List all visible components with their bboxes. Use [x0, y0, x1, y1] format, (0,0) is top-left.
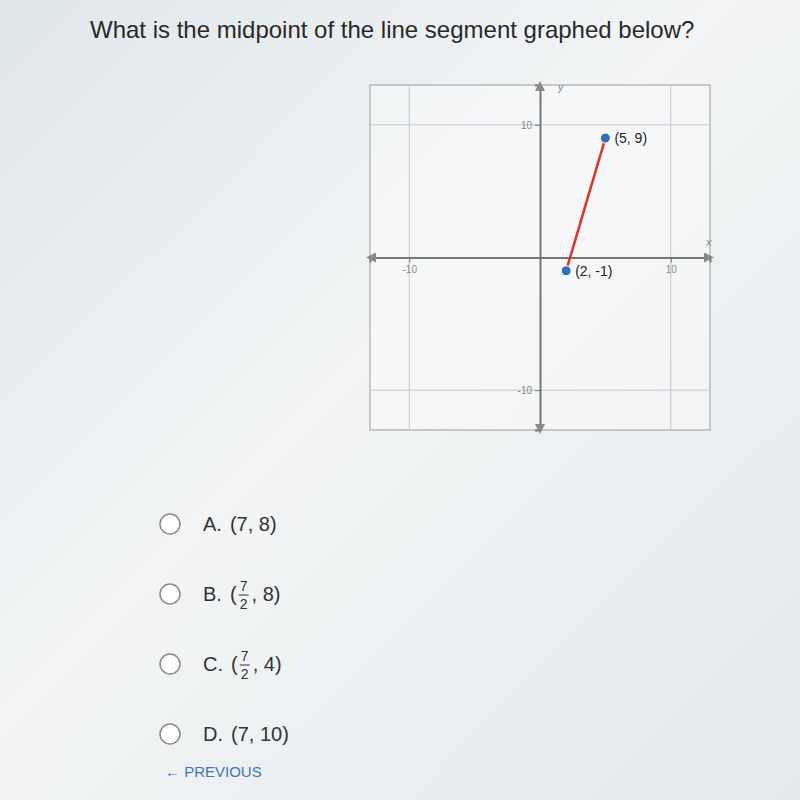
option-text[interactable]: , 4) [253, 653, 282, 675]
option-letter[interactable]: D. [203, 723, 223, 745]
option-letter[interactable]: B. [203, 583, 222, 605]
data-labels: (2, -1) (5, 9) [575, 130, 647, 279]
page: What is the midpoint of the line segment… [0, 0, 800, 800]
option-text[interactable]: , 8) [252, 583, 281, 605]
y-axis-label: y [557, 81, 565, 93]
arrow [366, 253, 376, 263]
fraction-numerator[interactable]: 7 [240, 578, 248, 594]
point-label: (2, -1) [575, 263, 612, 279]
option[interactable]: B. (7 2, 8) [160, 578, 280, 612]
fraction-denominator[interactable]: 2 [241, 666, 249, 682]
option-text[interactable]: ( [231, 653, 238, 675]
option-text[interactable]: (7, 8) [230, 513, 277, 535]
x-tick-mark [409, 258, 410, 263]
y-tick-mark [535, 390, 540, 391]
y-tick-mark [535, 125, 540, 126]
arrow [535, 81, 545, 91]
option-letter[interactable]: C. [203, 653, 223, 675]
x-axis-label: x [705, 236, 712, 248]
fraction-numerator[interactable]: 7 [241, 648, 249, 664]
y-axis: -10 10 [518, 86, 541, 431]
segment [566, 138, 605, 271]
axis-arrows [366, 81, 714, 434]
x-tick-label: -10 [403, 264, 418, 275]
y-tick: 10 [521, 120, 540, 131]
plot-frame [370, 85, 710, 430]
endpoint [561, 266, 571, 276]
option-text[interactable]: ( [230, 583, 237, 605]
arrow [535, 424, 545, 434]
radio-button[interactable] [160, 514, 180, 534]
marks [561, 133, 610, 276]
radio-button[interactable] [160, 724, 180, 744]
x-tick: -10 [403, 258, 418, 275]
y-tick-label: 10 [521, 120, 533, 131]
x-tick: 10 [666, 258, 678, 275]
option-letter[interactable]: A. [203, 513, 222, 535]
y-axis-line [535, 86, 541, 431]
previous-button[interactable]: ← PREVIOUS [165, 763, 262, 780]
option[interactable]: A. (7, 8) [160, 513, 277, 535]
x-tick-mark [671, 258, 672, 263]
radio-button[interactable] [160, 654, 180, 674]
fraction-denominator[interactable]: 2 [240, 596, 248, 612]
option[interactable]: C. (7 2, 4) [160, 648, 282, 682]
y-tick: -10 [518, 385, 540, 396]
endpoint [600, 133, 610, 143]
arrow [704, 253, 714, 263]
option[interactable]: D. (7, 10) [160, 723, 289, 745]
point-label: (5, 9) [614, 130, 647, 146]
radio-button[interactable] [160, 584, 180, 604]
question: What is the midpoint of the line segment… [90, 16, 694, 43]
option-text[interactable]: (7, 10) [231, 723, 289, 745]
options: A.(7, 8)B.(72, 8)C.(72, 4)D.(7, 10) [160, 513, 289, 745]
x-tick-label: 10 [666, 264, 678, 275]
grid [370, 85, 710, 430]
y-tick-label: -10 [518, 385, 533, 396]
